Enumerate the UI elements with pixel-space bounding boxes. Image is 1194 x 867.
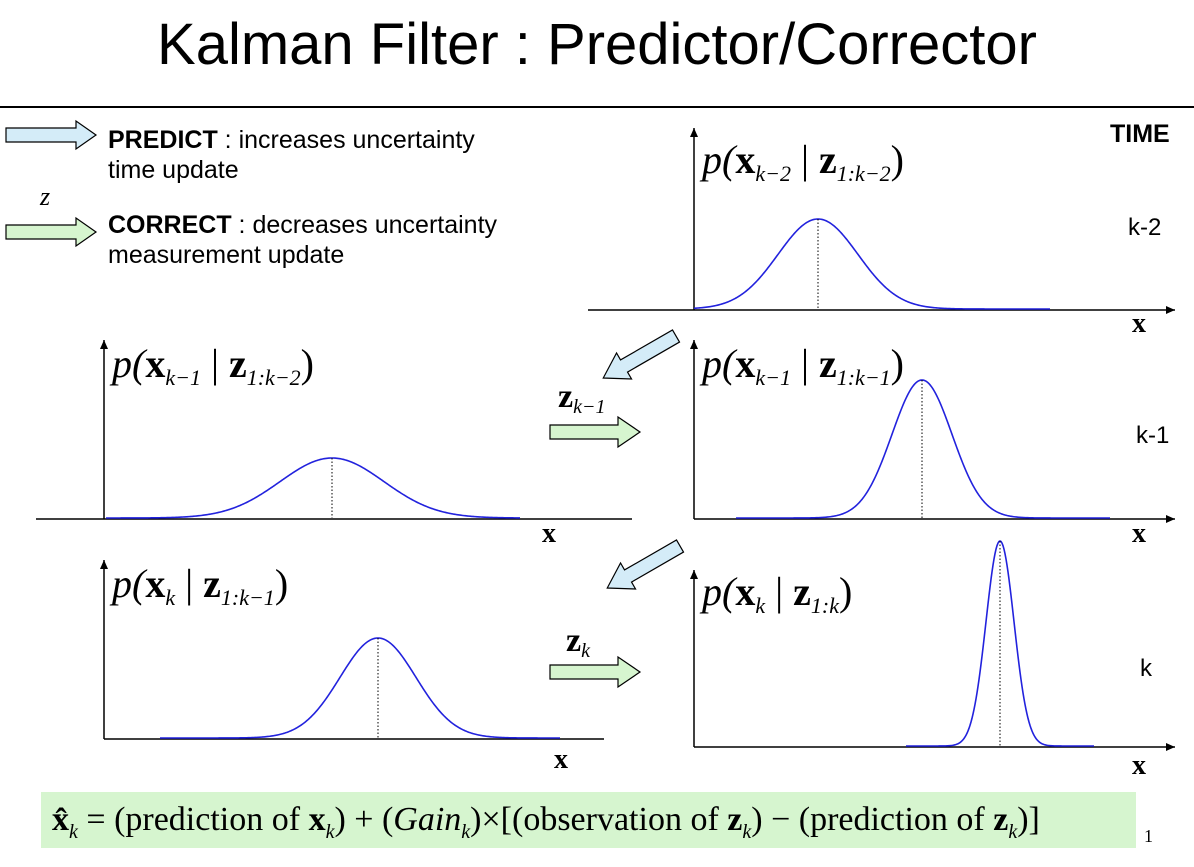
label-plot-k-minus-2: p(xk−2 | z1:k−2) [702, 137, 904, 187]
axes-predicted-k-minus-1 [36, 340, 632, 520]
slide-title: Kalman Filter : Predictor/Corrector [157, 12, 1037, 77]
measurement-z-symbol: z [40, 182, 51, 211]
correct-legend: CORRECT : decreases uncertainty measurem… [108, 210, 497, 270]
correct-subtitle: measurement update [108, 241, 345, 269]
measurement-label-k: zk [566, 622, 590, 662]
label-plot-corrected-k: p(xk | z1:k) [702, 569, 853, 619]
predict-description: : increases uncertainty [217, 126, 475, 154]
correct-arrow-k-minus-1 [549, 415, 642, 449]
predict-legend: PREDICT : increases uncertainty time upd… [108, 125, 475, 185]
formula-background [41, 792, 1136, 848]
axes-corrected-k [690, 570, 1175, 751]
x-axis-label-corrected-k-minus-1: x [1132, 518, 1146, 549]
time-step-k-minus-1: k-1 [1136, 422, 1170, 449]
correct-arrow-icon [5, 216, 98, 248]
predict-diagonal-arrow-1 [602, 329, 681, 380]
axes-k-minus-2 [588, 128, 1175, 314]
curve-k-minus-2 [693, 218, 1050, 310]
predict-arrow-icon [5, 119, 98, 151]
x-axis-label-predicted-k-minus-1: x [542, 518, 556, 549]
title-divider [0, 106, 1194, 108]
predict-diagonal-arrow-2 [606, 539, 685, 590]
correct-description: : decreases uncertainty [231, 211, 498, 239]
time-header: TIME [1110, 120, 1170, 148]
correct-arrow-k [549, 655, 642, 689]
label-plot-corrected-k-minus-1: p(xk−1 | z1:k−1) [702, 341, 904, 391]
curve-predicted-k-minus-1 [105, 457, 520, 519]
curve-predicted-k [160, 637, 560, 739]
x-axis-label-k-minus-2: x [1132, 308, 1146, 339]
time-step-k-minus-2: k-2 [1128, 214, 1162, 241]
predict-subtitle: time update [108, 156, 239, 184]
page-number: 1 [1144, 826, 1153, 846]
label-plot-predicted-k-minus-1: p(xk−1 | z1:k−2) [112, 341, 314, 391]
measurement-label-k-minus-1: zk−1 [558, 378, 606, 418]
axes-corrected-k-minus-1 [690, 340, 1175, 523]
curve-corrected-k-minus-1 [736, 379, 1110, 519]
x-axis-label-corrected-k: x [1132, 750, 1146, 781]
x-axis-label-predicted-k: x [554, 744, 568, 775]
axes-predicted-k [100, 560, 604, 740]
kalman-update-formula: x̂k = (prediction of xk) + (Gaink)×[(obs… [52, 801, 1040, 843]
time-step-k: k [1140, 655, 1152, 682]
correct-label: CORRECT [108, 211, 232, 239]
predict-label: PREDICT [108, 126, 218, 154]
label-plot-predicted-k: p(xk | z1:k−1) [112, 561, 289, 611]
